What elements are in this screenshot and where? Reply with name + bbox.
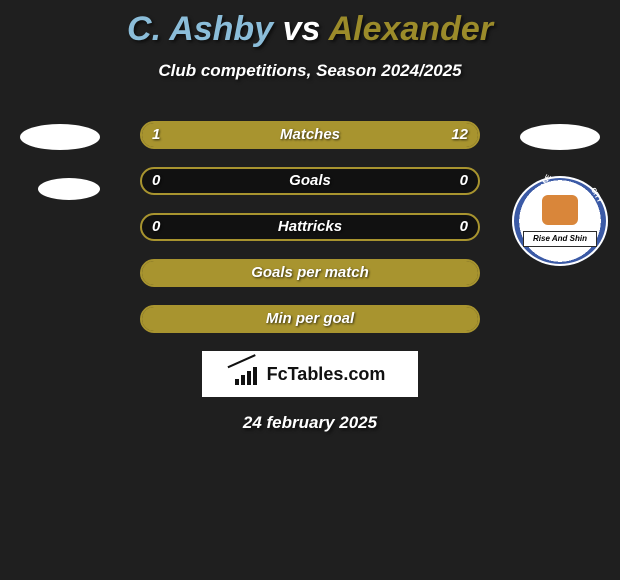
player1-badge-shape-2	[38, 178, 100, 200]
subtitle: Club competitions, Season 2024/2025	[0, 61, 620, 81]
vs-text: vs	[283, 10, 321, 48]
source-logo: FcTables.com	[202, 351, 418, 397]
source-logo-text: FcTables.com	[267, 364, 386, 385]
fctables-chart-icon	[235, 363, 261, 385]
player2-club-badge: POLOKWANE CITY Rise And Shin	[512, 176, 608, 266]
date-text: 24 february 2025	[0, 413, 620, 433]
club-badge-ribbon: Rise And Shin	[523, 231, 597, 247]
player2-name: Alexander	[329, 10, 493, 48]
stat-label: Goals	[142, 169, 478, 193]
stat-row: 00Hattricks	[140, 213, 480, 241]
stat-row: Min per goal	[140, 305, 480, 333]
stat-row: 112Matches	[140, 121, 480, 149]
player1-badge-shape-1	[20, 124, 100, 150]
stat-label: Goals per match	[142, 261, 478, 285]
player1-name: C. Ashby	[127, 10, 273, 48]
stat-row: 00Goals	[140, 167, 480, 195]
player2-badge-shape-1	[520, 124, 600, 150]
stat-label: Min per goal	[142, 307, 478, 331]
stat-label: Matches	[142, 123, 478, 147]
stat-label: Hattricks	[142, 215, 478, 239]
comparison-title: C. Ashby vs Alexander	[0, 0, 620, 49]
club-badge-inner-icon	[542, 195, 578, 225]
stat-row: Goals per match	[140, 259, 480, 287]
